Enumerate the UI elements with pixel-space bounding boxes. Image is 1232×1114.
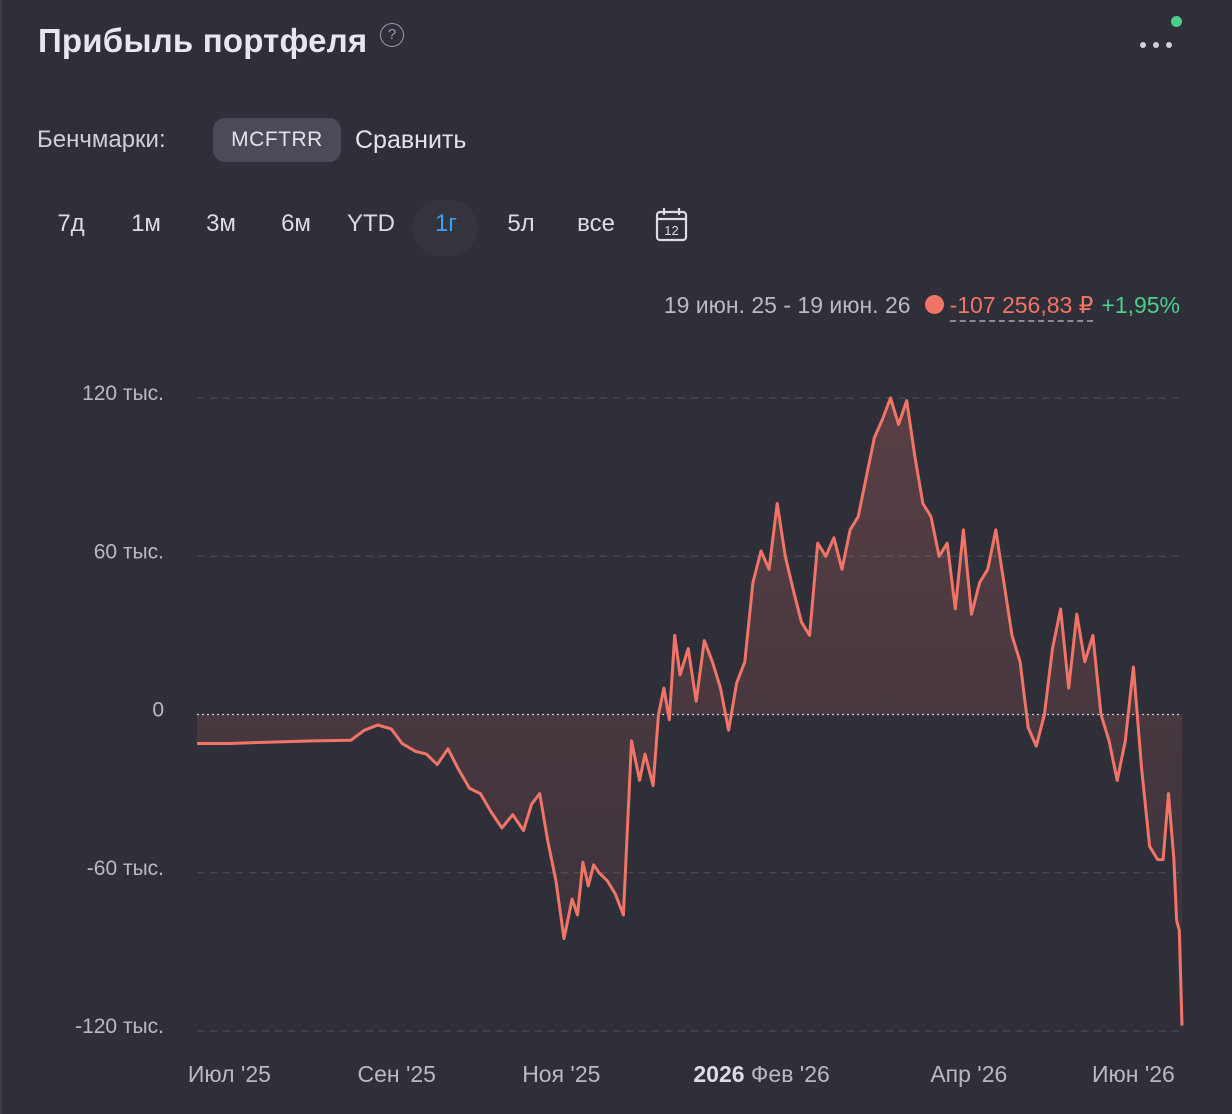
x-tick-label: 2026 Фев '26 xyxy=(693,1061,829,1087)
more-horizontal-icon[interactable] xyxy=(1138,40,1174,50)
x-tick-label: Ноя '25 xyxy=(522,1061,600,1087)
y-tick-label: 0 xyxy=(152,699,164,722)
pnl-value[interactable]: -107 256,83 ₽ xyxy=(949,292,1094,322)
profit-area xyxy=(197,398,1182,1026)
y-tick-label: -120 тыс. xyxy=(75,1015,164,1038)
compare-button[interactable]: Сравнить xyxy=(355,126,467,154)
period-ytd[interactable]: YTD xyxy=(347,210,395,237)
y-tick-label: 60 тыс. xyxy=(94,540,164,563)
x-tick-label: Июн '26 xyxy=(1092,1061,1175,1087)
page-title: Прибыль портфеля xyxy=(38,22,368,59)
period-6m[interactable]: 6м xyxy=(281,210,311,237)
date-range: 19 июн. 25 - 19 июн. 26 xyxy=(663,292,911,318)
calendar-icon-day: 12 xyxy=(664,223,678,238)
benchmarks-label: Бенчмарки: xyxy=(37,126,166,153)
period-selector: 7д 1м 3м 6м YTD 1г 5л все xyxy=(0,200,760,256)
period-1m[interactable]: 1м xyxy=(131,210,161,237)
period-1y[interactable]: 1г xyxy=(434,210,458,237)
help-icon[interactable]: ? xyxy=(380,23,404,47)
range-summary: 19 июн. 25 - 19 июн. 26 -107 256,83 ₽ +1,9… xyxy=(663,292,1180,322)
calendar-icon[interactable]: 12 xyxy=(655,207,688,242)
pnl-percent: +1,95% xyxy=(1101,292,1180,318)
period-all[interactable]: все xyxy=(577,210,615,237)
profit-line xyxy=(197,396,1184,1026)
period-5y[interactable]: 5л xyxy=(507,210,535,237)
x-tick-year: 2026 xyxy=(693,1061,751,1087)
period-3m[interactable]: 3м xyxy=(206,210,236,237)
status-dot xyxy=(1171,16,1182,27)
x-tick-label: Сен '25 xyxy=(357,1061,435,1087)
x-tick-label: Июл '25 xyxy=(188,1061,271,1087)
period-7d[interactable]: 7д xyxy=(57,210,85,237)
series-dot xyxy=(924,295,944,314)
y-tick-label: -60 тыс. xyxy=(87,857,164,880)
y-tick-label: 120 тыс. xyxy=(82,382,164,405)
x-tick-label: Апр '26 xyxy=(930,1061,1007,1087)
benchmark-chip-mcftrr[interactable]: MCFTRR xyxy=(213,118,341,162)
active-period-highlight xyxy=(412,200,478,256)
